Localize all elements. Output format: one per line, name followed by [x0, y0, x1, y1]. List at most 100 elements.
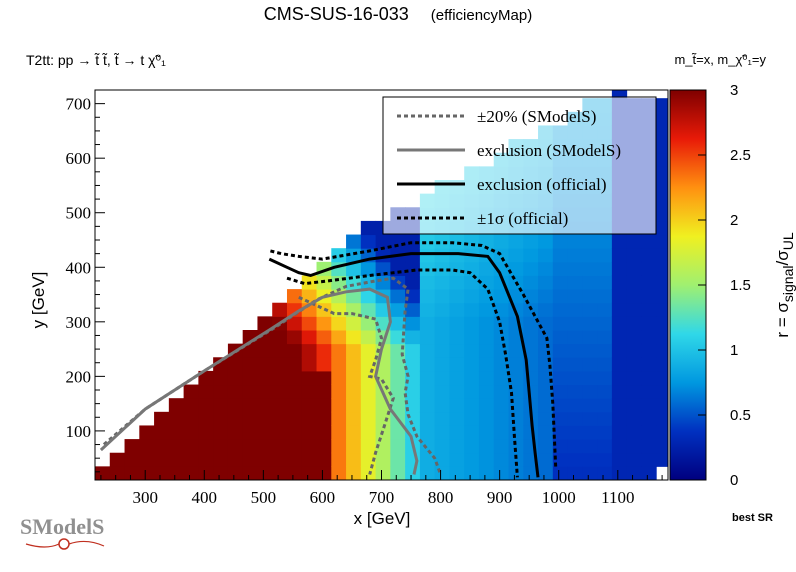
heatmap-cell	[464, 425, 480, 440]
heatmap-cell	[109, 466, 126, 480]
heatmap-cell	[611, 316, 628, 331]
heatmap-cell	[597, 452, 613, 467]
heatmap-cell	[449, 384, 465, 399]
heatmap-cell	[641, 452, 657, 467]
heatmap-cell	[316, 439, 332, 454]
heatmap-cell	[656, 452, 668, 467]
heatmap-cell	[626, 425, 642, 440]
heatmap-cell	[109, 452, 126, 467]
heatmap-cell	[508, 452, 524, 467]
heatmap-cell	[523, 289, 539, 304]
heatmap-cell	[419, 316, 436, 331]
heatmap-cell	[538, 439, 554, 454]
heatmap-cell	[124, 452, 140, 467]
heatmap-cell	[656, 411, 668, 426]
heatmap-cell	[390, 370, 406, 386]
heatmap-cell	[597, 425, 613, 440]
heatmap-cell	[419, 248, 436, 263]
heatmap-cell	[538, 411, 554, 426]
heatmap-cell	[656, 289, 668, 304]
heatmap-cell	[508, 343, 524, 358]
heatmap-cell	[213, 411, 229, 426]
heatmap-cell	[242, 357, 258, 372]
heatmap-cell	[316, 384, 332, 399]
heatmap-cell	[360, 384, 377, 399]
heatmap-cell	[597, 234, 613, 249]
heatmap-cell	[567, 466, 583, 480]
heatmap-cell	[213, 384, 229, 399]
heatmap-cell	[552, 248, 569, 263]
heatmap-cell	[272, 384, 288, 399]
x-axis-ticks: 300 400 500 600 700 800 900 1000 1100	[100, 470, 663, 507]
heatmap-cell	[656, 98, 668, 113]
heatmap-cell	[523, 275, 539, 290]
heatmap-cell	[360, 330, 377, 345]
heatmap-cell	[183, 439, 199, 454]
heatmap-cell	[641, 302, 657, 317]
heatmap-cell	[272, 302, 288, 317]
heatmap-cell	[331, 384, 347, 399]
heatmap-cell	[405, 330, 421, 345]
heatmap-cell	[478, 289, 495, 304]
heatmap-cell	[538, 452, 554, 467]
heatmap-cell	[419, 330, 436, 345]
heatmap-cell	[242, 425, 258, 440]
heatmap-cell	[242, 439, 258, 454]
heatmap-cell	[641, 411, 657, 426]
heatmap-cell	[257, 398, 273, 413]
heatmap-cell	[346, 302, 362, 317]
heatmap-cell	[552, 343, 569, 358]
colorbar-tick-label: 0.5	[730, 407, 751, 424]
heatmap-cell	[360, 220, 377, 236]
heatmap-cell	[154, 411, 170, 426]
heatmap-cell	[449, 439, 465, 454]
heatmap-cell	[552, 384, 569, 399]
heatmap-cell	[139, 439, 155, 454]
heatmap-cell	[552, 302, 569, 317]
heatmap-cell	[346, 316, 362, 331]
heatmap-cell	[434, 398, 450, 413]
heatmap-cell	[301, 370, 318, 386]
heatmap-cell	[478, 261, 495, 276]
heatmap-cell	[656, 207, 668, 222]
heatmap-cell	[227, 384, 244, 399]
contour-2	[99, 287, 419, 475]
heatmap-cell	[611, 398, 628, 413]
heatmap-cell	[464, 439, 480, 454]
heatmap-cell	[168, 452, 185, 467]
heatmap-cell	[434, 425, 450, 440]
heatmap-cell	[272, 439, 288, 454]
heatmap-cell	[493, 302, 510, 317]
heatmap-cell	[286, 398, 303, 413]
heatmap-cell	[331, 302, 347, 317]
heatmap-cell	[390, 384, 406, 399]
heatmap-cell	[538, 289, 554, 304]
heatmap-cell	[419, 398, 436, 413]
heatmap-cell	[227, 452, 244, 467]
heatmap-cell	[360, 302, 377, 317]
heatmap-cell	[567, 275, 583, 290]
heatmap-cell	[183, 452, 199, 467]
heatmap-cell	[331, 330, 347, 345]
heatmap-cell	[552, 370, 569, 386]
heatmap-cell	[538, 398, 554, 413]
heatmap-cell	[331, 466, 347, 480]
heatmap-cell	[478, 302, 495, 317]
heatmap-cell	[213, 425, 229, 440]
colorbar-tick-label: 1.5	[730, 277, 751, 294]
heatmap-cell	[316, 411, 332, 426]
heatmap-cell	[464, 289, 480, 304]
heatmap-cell	[493, 425, 510, 440]
heatmap-cell	[227, 370, 244, 386]
heatmap-cell	[478, 316, 495, 331]
heatmap-cell	[331, 411, 347, 426]
heatmap-cell	[331, 370, 347, 386]
heatmap-cell	[464, 357, 480, 372]
heatmap-cell	[316, 357, 332, 372]
heatmap-cell	[508, 466, 524, 480]
heatmap-cell	[346, 357, 362, 372]
heatmap-cell	[449, 343, 465, 358]
heatmap-cell	[360, 289, 377, 304]
heatmap-cell	[419, 234, 436, 249]
